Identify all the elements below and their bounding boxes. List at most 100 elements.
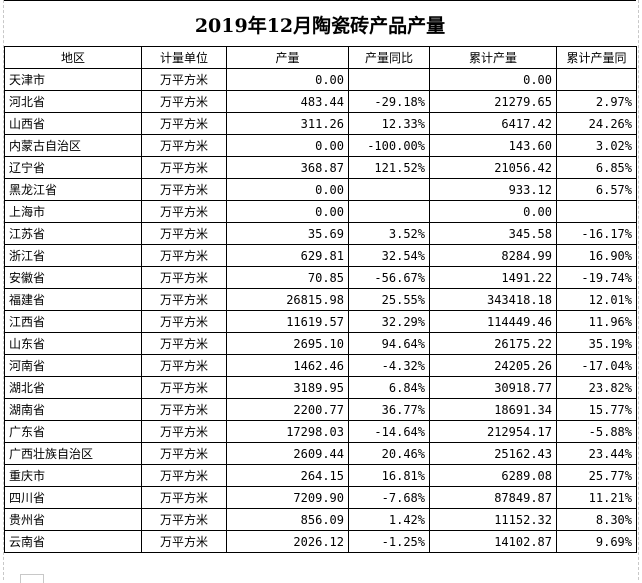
cell-cumulative-yoy[interactable]: -17.04%: [556, 354, 637, 377]
cell-cumulative[interactable]: 143.60: [429, 134, 557, 157]
cell-output-yoy[interactable]: [348, 200, 430, 223]
cell-unit[interactable]: 万平方米: [141, 156, 227, 179]
cell-region[interactable]: 内蒙古自治区: [4, 134, 142, 157]
cell-cumulative-yoy[interactable]: -16.17%: [556, 222, 637, 245]
cell-cumulative-yoy[interactable]: 35.19%: [556, 332, 637, 355]
cell-cumulative[interactable]: 114449.46: [429, 310, 557, 333]
cell-output[interactable]: 2026.12: [226, 530, 349, 553]
cell-region[interactable]: 贵州省: [4, 508, 142, 531]
cell-cumulative[interactable]: 11152.32: [429, 508, 557, 531]
cell-output-yoy[interactable]: 25.55%: [348, 288, 430, 311]
cell-output-yoy[interactable]: 16.81%: [348, 464, 430, 487]
cell-output-yoy[interactable]: -100.00%: [348, 134, 430, 157]
cell-output-yoy[interactable]: -7.68%: [348, 486, 430, 509]
cell-output[interactable]: 0.00: [226, 200, 349, 223]
cell-unit[interactable]: 万平方米: [141, 200, 227, 223]
cell-output[interactable]: 17298.03: [226, 420, 349, 443]
cell-cumulative-yoy[interactable]: 11.96%: [556, 310, 637, 333]
cell-unit[interactable]: 万平方米: [141, 530, 227, 553]
cell-region[interactable]: 浙江省: [4, 244, 142, 267]
cell-region[interactable]: 河北省: [4, 90, 142, 113]
cell-cumulative[interactable]: 21056.42: [429, 156, 557, 179]
cell-cumulative[interactable]: 1491.22: [429, 266, 557, 289]
cell-output[interactable]: 368.87: [226, 156, 349, 179]
cell-output-yoy[interactable]: -1.25%: [348, 530, 430, 553]
cell-output[interactable]: 3189.95: [226, 376, 349, 399]
cell-unit[interactable]: 万平方米: [141, 90, 227, 113]
cell-cumulative-yoy[interactable]: [556, 200, 637, 223]
cell-unit[interactable]: 万平方米: [141, 398, 227, 421]
cell-output[interactable]: 264.15: [226, 464, 349, 487]
cell-output[interactable]: 311.26: [226, 112, 349, 135]
cell-cumulative-yoy[interactable]: 12.01%: [556, 288, 637, 311]
column-header-output[interactable]: 产量: [226, 46, 349, 69]
cell-cumulative-yoy[interactable]: 2.97%: [556, 90, 637, 113]
cell-output-yoy[interactable]: 12.33%: [348, 112, 430, 135]
column-header-region[interactable]: 地区: [4, 46, 142, 69]
column-header-unit[interactable]: 计量单位: [141, 46, 227, 69]
cell-output-yoy[interactable]: 1.42%: [348, 508, 430, 531]
cell-cumulative[interactable]: 8284.99: [429, 244, 557, 267]
cell-output-yoy[interactable]: 36.77%: [348, 398, 430, 421]
column-header-cumulative-yoy[interactable]: 累计产量同: [556, 46, 637, 69]
cell-unit[interactable]: 万平方米: [141, 134, 227, 157]
cell-unit[interactable]: 万平方米: [141, 68, 227, 91]
cell-cumulative[interactable]: 6289.08: [429, 464, 557, 487]
cell-unit[interactable]: 万平方米: [141, 442, 227, 465]
cell-unit[interactable]: 万平方米: [141, 354, 227, 377]
cell-output[interactable]: 2200.77: [226, 398, 349, 421]
cell-output[interactable]: 35.69: [226, 222, 349, 245]
column-header-output-yoy[interactable]: 产量同比: [348, 46, 430, 69]
cell-unit[interactable]: 万平方米: [141, 486, 227, 509]
cell-cumulative[interactable]: 345.58: [429, 222, 557, 245]
cell-output[interactable]: 483.44: [226, 90, 349, 113]
cell-output[interactable]: 2609.44: [226, 442, 349, 465]
cell-cumulative-yoy[interactable]: 8.30%: [556, 508, 637, 531]
cell-output-yoy[interactable]: -29.18%: [348, 90, 430, 113]
cell-cumulative[interactable]: 6417.42: [429, 112, 557, 135]
cell-cumulative-yoy[interactable]: 25.77%: [556, 464, 637, 487]
cell-region[interactable]: 福建省: [4, 288, 142, 311]
cell-cumulative-yoy[interactable]: 23.44%: [556, 442, 637, 465]
cell-output-yoy[interactable]: 32.29%: [348, 310, 430, 333]
cell-output-yoy[interactable]: -14.64%: [348, 420, 430, 443]
cell-output[interactable]: 7209.90: [226, 486, 349, 509]
cell-unit[interactable]: 万平方米: [141, 310, 227, 333]
cell-unit[interactable]: 万平方米: [141, 112, 227, 135]
cell-output-yoy[interactable]: 94.64%: [348, 332, 430, 355]
cell-region[interactable]: 黑龙江省: [4, 178, 142, 201]
cell-cumulative[interactable]: 343418.18: [429, 288, 557, 311]
cell-output[interactable]: 856.09: [226, 508, 349, 531]
cell-unit[interactable]: 万平方米: [141, 420, 227, 443]
cell-cumulative-yoy[interactable]: 6.57%: [556, 178, 637, 201]
cell-cumulative-yoy[interactable]: 16.90%: [556, 244, 637, 267]
cell-region[interactable]: 湖北省: [4, 376, 142, 399]
cell-unit[interactable]: 万平方米: [141, 376, 227, 399]
cell-output[interactable]: 629.81: [226, 244, 349, 267]
cell-output[interactable]: 26815.98: [226, 288, 349, 311]
cell-unit[interactable]: 万平方米: [141, 266, 227, 289]
cell-output[interactable]: 0.00: [226, 178, 349, 201]
cell-unit[interactable]: 万平方米: [141, 222, 227, 245]
cell-output[interactable]: 11619.57: [226, 310, 349, 333]
cell-output[interactable]: 0.00: [226, 68, 349, 91]
cell-cumulative[interactable]: 0.00: [429, 68, 557, 91]
cell-region[interactable]: 广东省: [4, 420, 142, 443]
cell-cumulative[interactable]: 14102.87: [429, 530, 557, 553]
cell-unit[interactable]: 万平方米: [141, 244, 227, 267]
cell-cumulative-yoy[interactable]: 6.85%: [556, 156, 637, 179]
cell-region[interactable]: 重庆市: [4, 464, 142, 487]
cell-cumulative[interactable]: 933.12: [429, 178, 557, 201]
cell-region[interactable]: 广西壮族自治区: [4, 442, 142, 465]
cell-cumulative-yoy[interactable]: -19.74%: [556, 266, 637, 289]
cell-region[interactable]: 安徽省: [4, 266, 142, 289]
cell-region[interactable]: 四川省: [4, 486, 142, 509]
cell-region[interactable]: 辽宁省: [4, 156, 142, 179]
cell-region[interactable]: 湖南省: [4, 398, 142, 421]
cell-unit[interactable]: 万平方米: [141, 464, 227, 487]
cell-region[interactable]: 江西省: [4, 310, 142, 333]
cell-cumulative-yoy[interactable]: 24.26%: [556, 112, 637, 135]
cell-cumulative[interactable]: 21279.65: [429, 90, 557, 113]
cell-cumulative[interactable]: 26175.22: [429, 332, 557, 355]
cell-cumulative[interactable]: 212954.17: [429, 420, 557, 443]
